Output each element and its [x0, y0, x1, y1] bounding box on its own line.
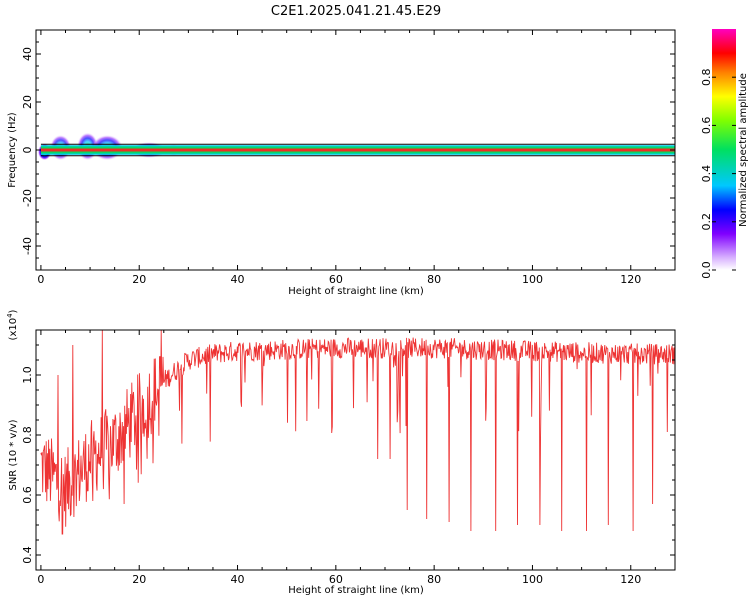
spectrogram-ytick-label: 40 — [21, 47, 34, 61]
snr-ytick-label: 0.6 — [21, 486, 34, 504]
snr-xtick-label: 100 — [522, 573, 543, 586]
colorbar-tick-label: 0.6 — [700, 117, 713, 134]
colorbar-ticks: 0.0 0.2 0.4 0.6 0.8 — [700, 68, 736, 279]
spectrogram-xtick-label: 80 — [427, 273, 441, 286]
spectrogram-ytick-label: -20 — [21, 189, 34, 207]
spectrogram-xlabel: Height of straight line (km) — [288, 286, 424, 297]
snr-ytick-label: 0.4 — [21, 546, 34, 564]
zero-frequency-band — [40, 145, 675, 155]
snr-xtick-label: 60 — [329, 573, 343, 586]
snr-plot-area — [40, 330, 675, 535]
spectrogram-xtick-label: 0 — [37, 273, 44, 286]
colorbar-tick-label: 0.0 — [700, 261, 713, 279]
spectrogram-panel: 0 20 40 60 80 100 120 -40 -20 0 20 40 Height of str… — [7, 29, 676, 297]
spectrogram-ytick-label: 0 — [21, 147, 34, 154]
colorbar-label: Normalized spectral amplitude — [738, 73, 749, 227]
snr-ytick-label: 0.8 — [21, 426, 34, 444]
snr-ylabel: SNR (10 * v/v) — [8, 419, 19, 490]
snr-frame — [35, 329, 676, 571]
spectrogram-xtick-label: 20 — [132, 273, 146, 286]
snr-axes: 0 20 40 60 80 100 120 0.4 0.6 0.8 1.0 — [21, 330, 675, 586]
colorbar-tick-label: 0.8 — [700, 68, 713, 86]
snr-multiplier: (x104) — [6, 309, 19, 340]
figure-title: C2E1.2025.041.21.45.E29 — [271, 4, 441, 19]
snr-xtick-label: 120 — [620, 573, 641, 586]
snr-xlabel: Height of straight line (km) — [288, 585, 424, 596]
colorbar-tick-label: 0.2 — [700, 213, 713, 231]
snr-xtick-label: 20 — [132, 573, 146, 586]
spectrogram-plot-area — [37, 132, 675, 161]
snr-xtick-label: 40 — [231, 573, 245, 586]
snr-xtick-label: 80 — [427, 573, 441, 586]
spectrogram-ytick-label: -40 — [21, 237, 34, 255]
spectrogram-xtick-label: 120 — [620, 273, 641, 286]
colorbar: 0.0 0.2 0.4 0.6 0.8 Normalized spectral ampl… — [700, 29, 749, 279]
spectrogram-ytick-label: 20 — [21, 95, 34, 109]
snr-panel: 0 20 40 60 80 100 120 0.4 0.6 0.8 1.0 Height of st… — [6, 309, 676, 596]
spectrogram-xtick-label: 100 — [522, 273, 543, 286]
snr-ytick-label: 1.0 — [21, 366, 34, 384]
spectrogram-xtick-label: 40 — [231, 273, 245, 286]
colorbar-scale — [712, 29, 736, 270]
spectrogram-axes: 0 20 40 60 80 100 120 -40 -20 0 20 40 — [21, 30, 675, 286]
spectrogram-ylabel: Frequency (Hz) — [7, 112, 18, 188]
snr-series-line — [40, 330, 675, 535]
colorbar-tick-label: 0.4 — [700, 165, 713, 183]
snr-xtick-label: 0 — [37, 573, 44, 586]
spectrogram-xtick-label: 60 — [329, 273, 343, 286]
